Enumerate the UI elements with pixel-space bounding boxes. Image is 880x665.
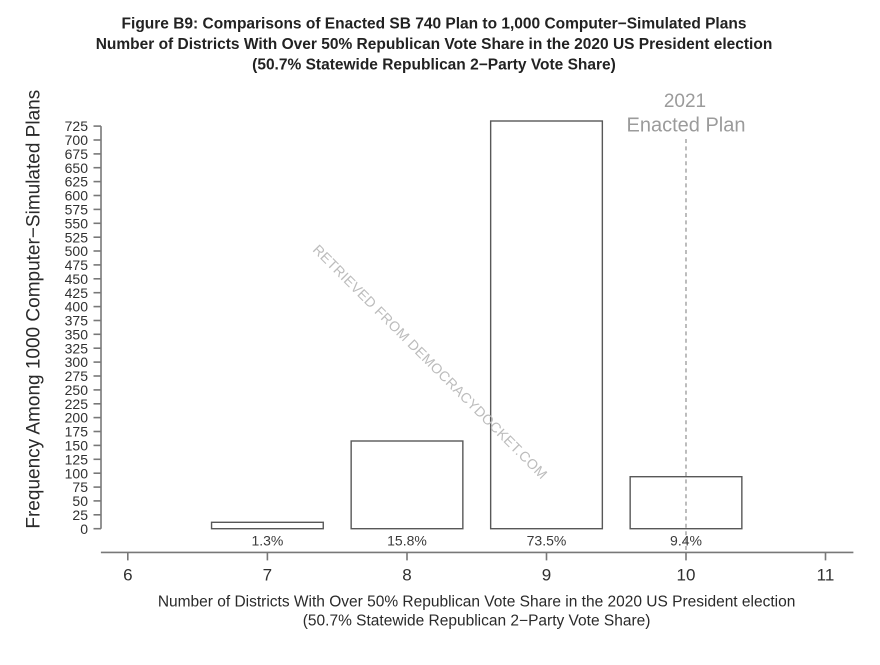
svg-text:525: 525	[65, 229, 89, 245]
svg-text:275: 275	[65, 368, 89, 384]
svg-text:9.4%: 9.4%	[670, 532, 702, 548]
svg-text:475: 475	[65, 257, 89, 273]
svg-text:Figure B9: Comparisons of Enac: Figure B9: Comparisons of Enacted SB 740…	[122, 16, 747, 33]
svg-text:73.5%: 73.5%	[527, 532, 567, 548]
svg-text:10: 10	[677, 565, 696, 584]
svg-text:350: 350	[65, 326, 89, 342]
svg-text:675: 675	[65, 146, 89, 162]
svg-text:2021: 2021	[664, 91, 706, 112]
svg-text:375: 375	[65, 313, 89, 329]
svg-text:50: 50	[72, 493, 88, 509]
svg-text:Enacted Plan: Enacted Plan	[627, 115, 746, 137]
svg-text:450: 450	[65, 271, 89, 287]
svg-text:500: 500	[65, 243, 89, 259]
svg-text:300: 300	[65, 354, 89, 370]
svg-text:Number of Districts With Over: Number of Districts With Over 50% Republ…	[158, 593, 796, 610]
svg-text:8: 8	[402, 565, 411, 584]
svg-text:625: 625	[65, 174, 89, 190]
svg-text:Frequency Among 1000 Computer−: Frequency Among 1000 Computer−Simulated …	[24, 90, 45, 529]
svg-text:550: 550	[65, 215, 89, 231]
svg-text:250: 250	[65, 382, 89, 398]
svg-text:25: 25	[72, 507, 88, 523]
svg-text:125: 125	[65, 451, 89, 467]
svg-text:575: 575	[65, 202, 89, 218]
svg-text:225: 225	[65, 396, 89, 412]
svg-text:6: 6	[123, 565, 132, 584]
svg-text:175: 175	[65, 424, 89, 440]
svg-text:7: 7	[263, 565, 272, 584]
svg-text:150: 150	[65, 438, 89, 454]
svg-text:1.3%: 1.3%	[251, 532, 283, 548]
svg-text:700: 700	[65, 132, 89, 148]
svg-text:0: 0	[80, 521, 88, 537]
svg-text:15.8%: 15.8%	[387, 532, 427, 548]
svg-text:(50.7% Statewide Republican 2−: (50.7% Statewide Republican 2−Party Vote…	[252, 56, 616, 73]
svg-text:200: 200	[65, 410, 89, 426]
svg-text:600: 600	[65, 188, 89, 204]
svg-text:75: 75	[72, 479, 88, 495]
svg-text:9: 9	[542, 565, 551, 584]
svg-text:(50.7% Statewide Republican 2−: (50.7% Statewide Republican 2−Party Vote…	[303, 612, 651, 629]
svg-text:11: 11	[817, 565, 835, 584]
svg-text:325: 325	[65, 340, 89, 356]
svg-text:100: 100	[65, 465, 89, 481]
svg-text:725: 725	[65, 118, 89, 134]
svg-text:400: 400	[65, 299, 89, 315]
svg-text:Number of Districts With Over: Number of Districts With Over 50% Republ…	[96, 36, 773, 53]
svg-text:650: 650	[65, 160, 89, 176]
svg-text:425: 425	[65, 285, 89, 301]
